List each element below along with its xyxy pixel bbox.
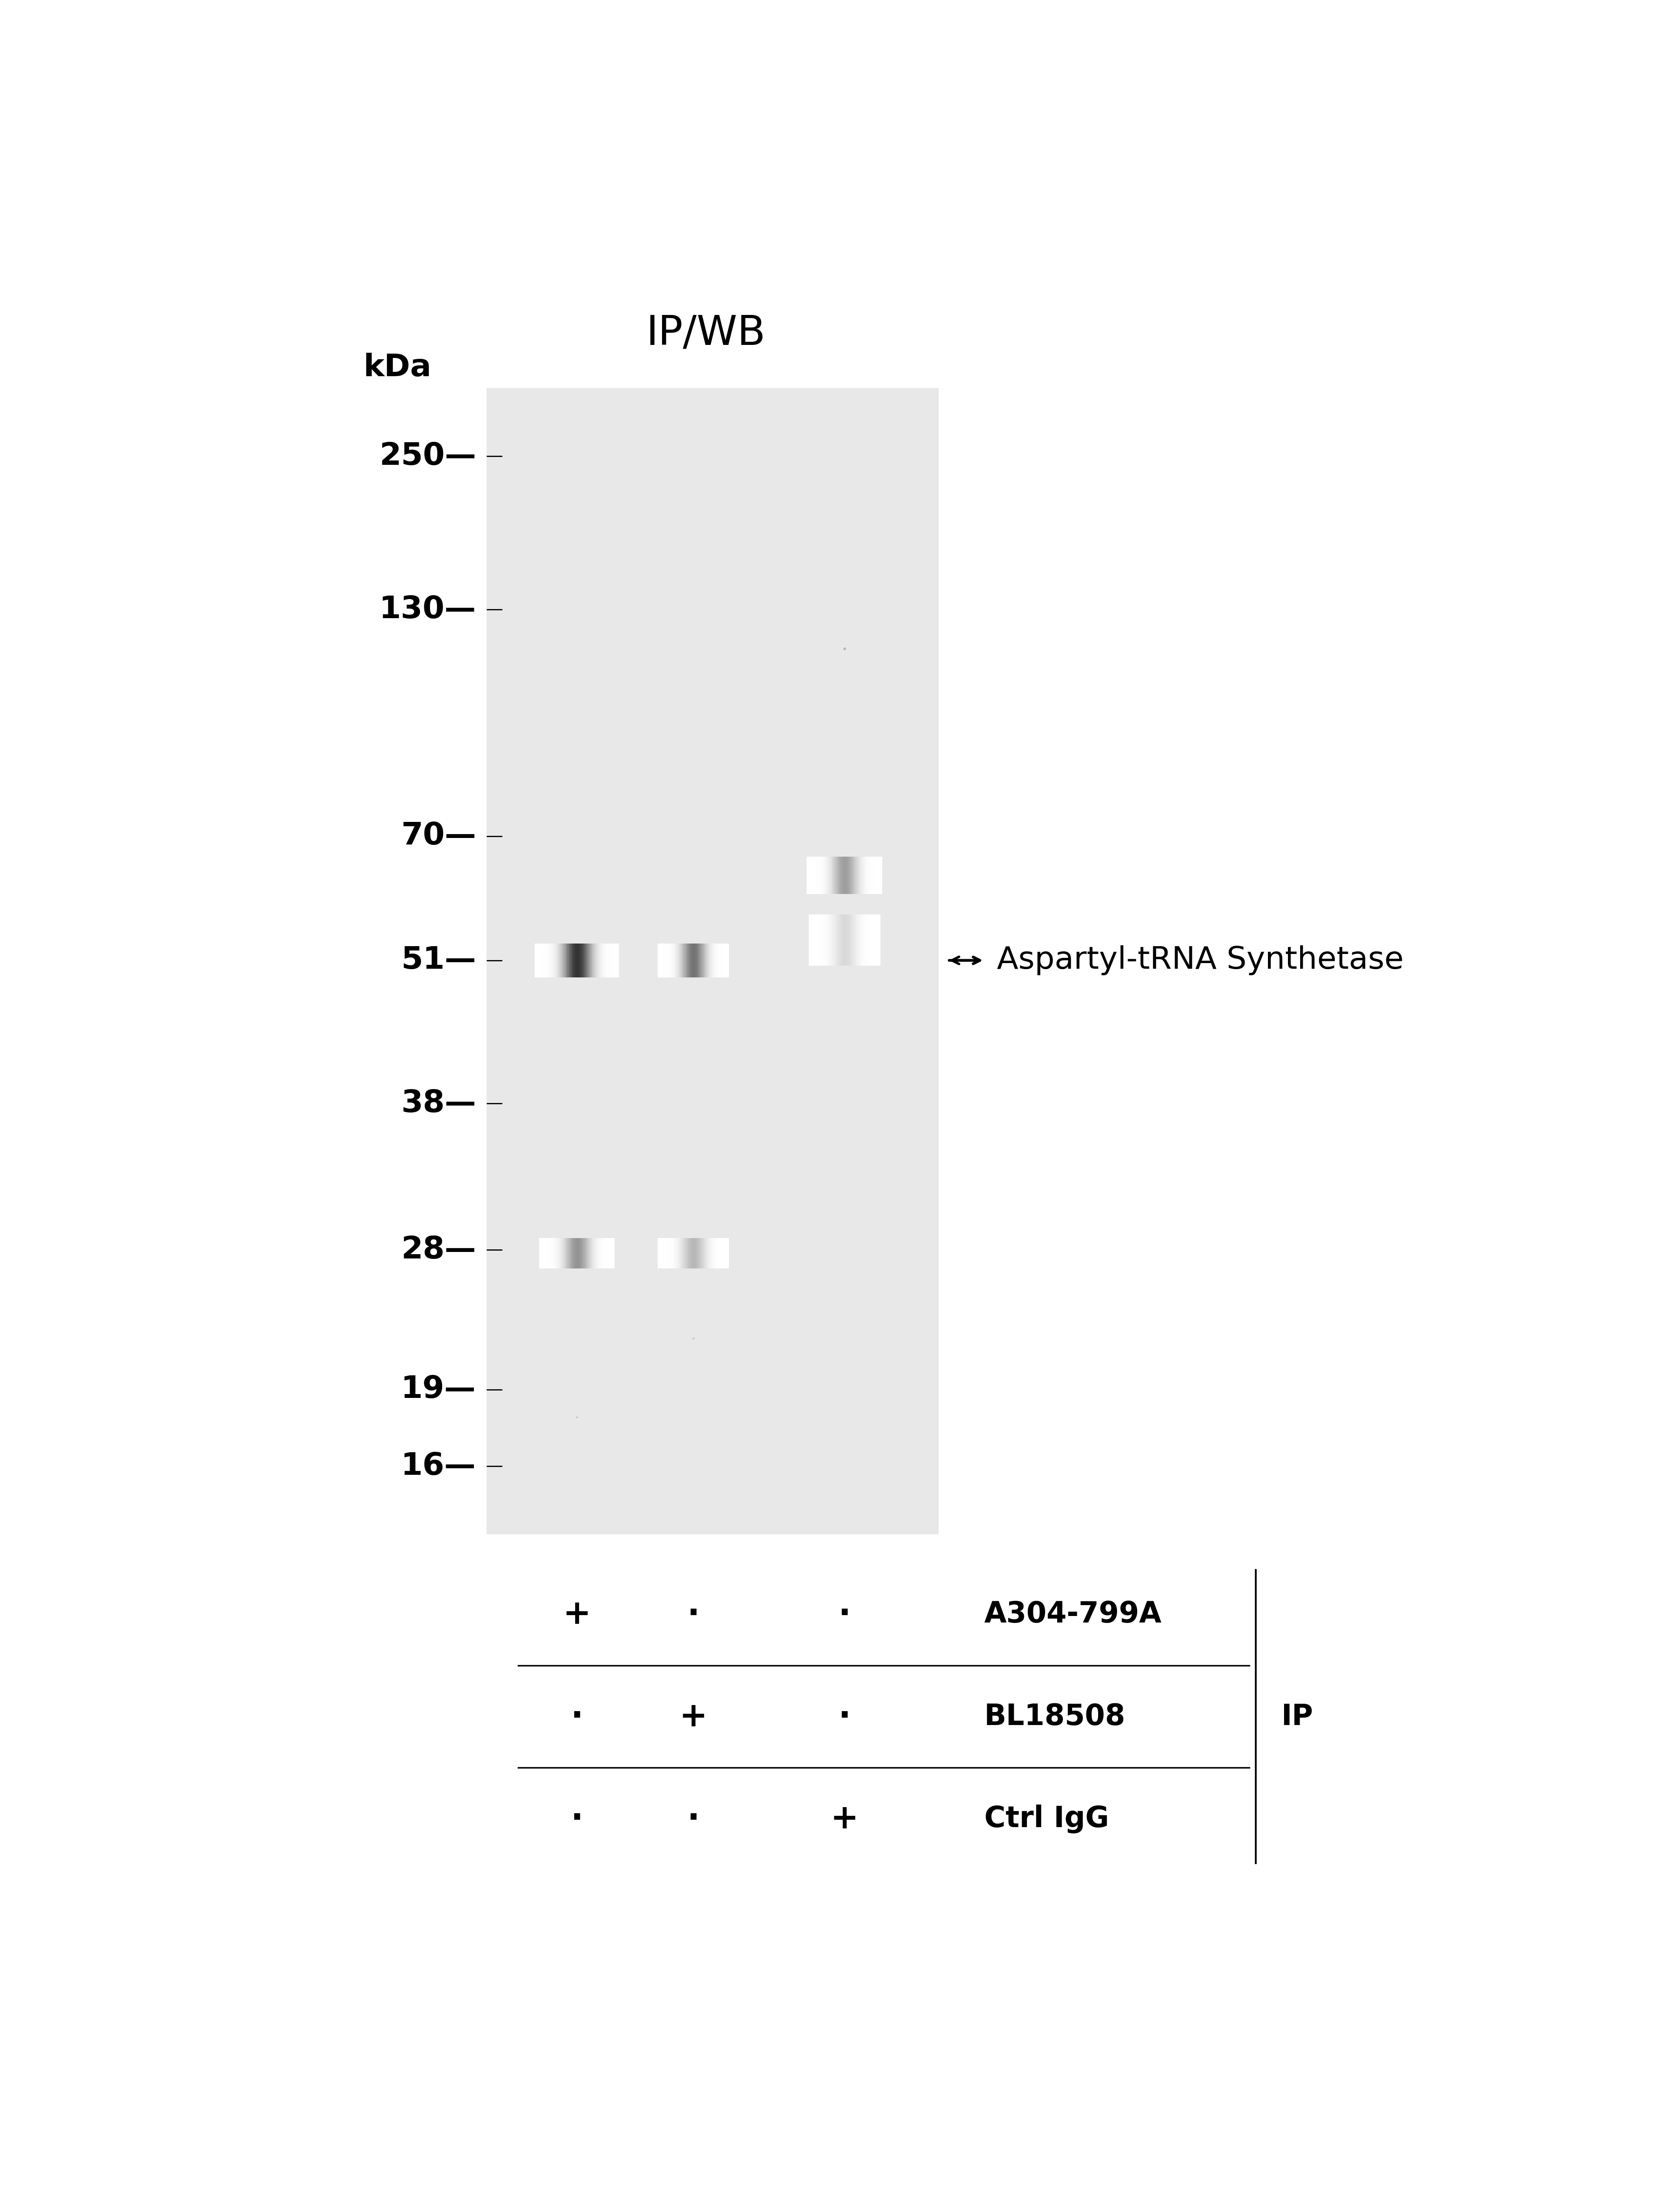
- Text: ·: ·: [570, 1803, 584, 1836]
- Text: Ctrl IgG: Ctrl IgG: [984, 1805, 1109, 1834]
- Text: 28—: 28—: [400, 1234, 475, 1265]
- Text: IP: IP: [1281, 1703, 1313, 1732]
- Text: ·: ·: [570, 1701, 584, 1734]
- Text: 250—: 250—: [379, 440, 475, 471]
- Text: ·: ·: [687, 1803, 699, 1836]
- Text: 38—: 38—: [400, 1088, 475, 1119]
- Text: +: +: [562, 1597, 590, 1630]
- Text: 70—: 70—: [400, 821, 475, 852]
- Text: ·: ·: [837, 1701, 851, 1734]
- Text: Aspartyl-tRNA Synthetase: Aspartyl-tRNA Synthetase: [997, 945, 1404, 975]
- Text: A304-799A: A304-799A: [984, 1599, 1161, 1628]
- Text: 51—: 51—: [400, 945, 475, 975]
- Text: kDa: kDa: [364, 352, 432, 383]
- Text: 19—: 19—: [400, 1374, 475, 1405]
- Text: 16—: 16—: [400, 1451, 475, 1482]
- Bar: [487, 387, 939, 1535]
- Text: BL18508: BL18508: [984, 1703, 1126, 1732]
- Text: ·: ·: [837, 1597, 851, 1630]
- Text: ·: ·: [687, 1597, 699, 1630]
- Text: IP/WB: IP/WB: [647, 314, 766, 354]
- Text: +: +: [831, 1803, 859, 1836]
- Text: 130—: 130—: [379, 595, 475, 624]
- Text: +: +: [679, 1701, 707, 1734]
